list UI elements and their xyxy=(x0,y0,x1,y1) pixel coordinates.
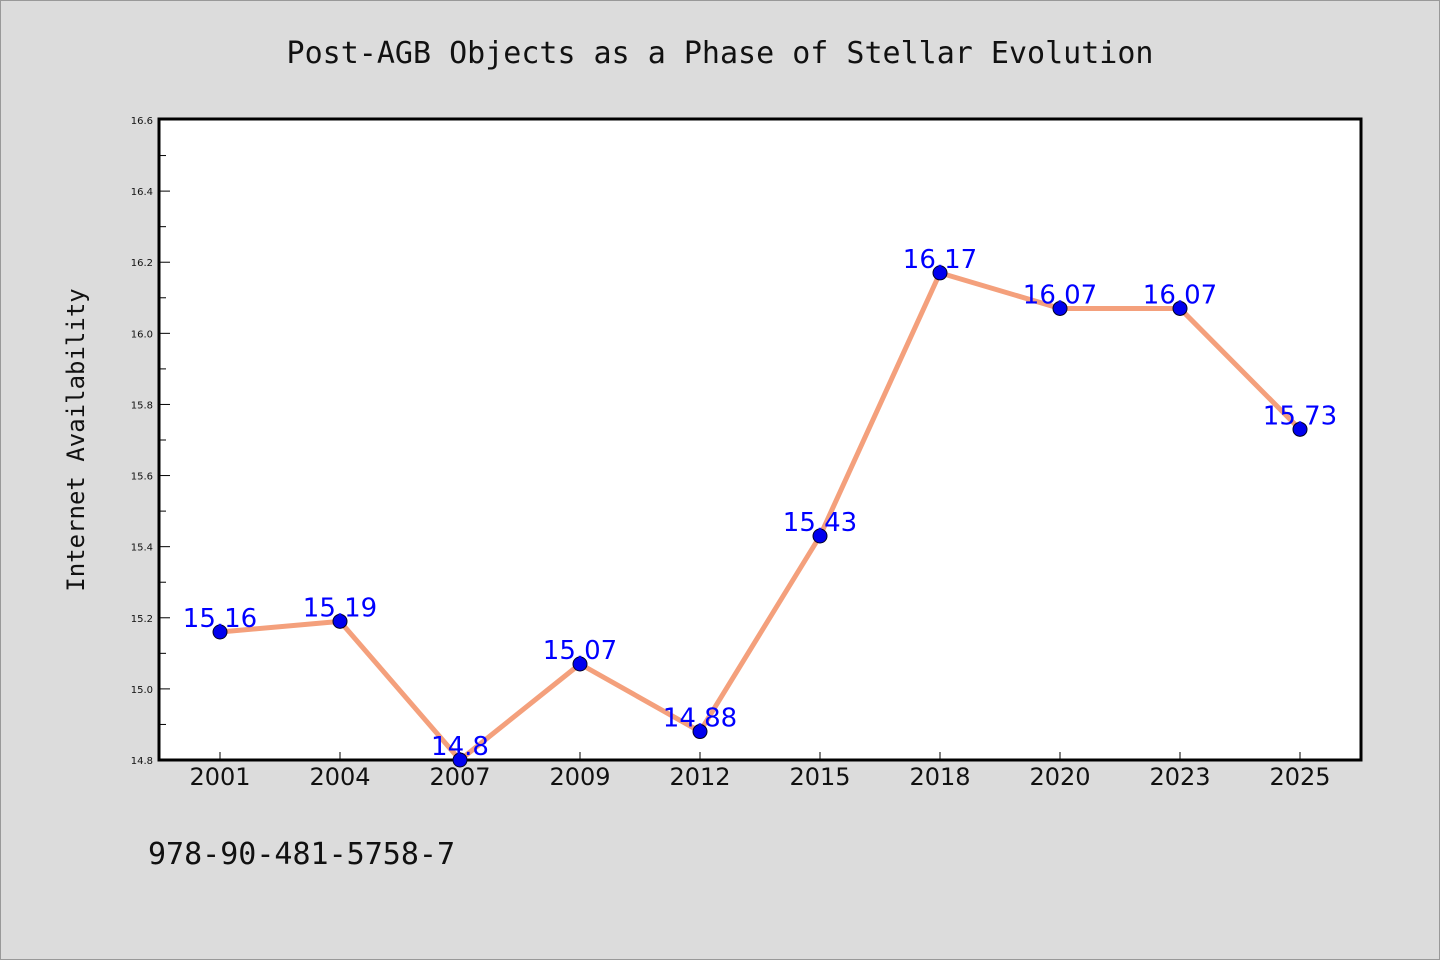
x-tick-label: 2004 xyxy=(309,763,370,791)
y-tick-label: 15.8 xyxy=(131,400,153,411)
data-point xyxy=(572,656,588,672)
data-point xyxy=(1172,300,1188,316)
x-axis: 2001 2004 2007 2009 2012 2015 2018 2020 2023 2025 xyxy=(189,752,1331,791)
data-label: 15.43 xyxy=(783,508,857,538)
data-point xyxy=(1052,300,1068,316)
y-tick-label: 15.2 xyxy=(131,614,153,625)
data-point xyxy=(1292,421,1308,437)
data-point xyxy=(692,724,708,740)
x-tick-label: 2009 xyxy=(549,763,610,791)
data-point xyxy=(452,752,468,768)
y-tick-label: 16.6 xyxy=(131,116,153,127)
y-tick-label: 15.4 xyxy=(131,543,153,554)
y-axis: 14.8 15.0 15.2 15.4 15.6 15.8 16.0 16.2 16.4 16.6 xyxy=(131,116,170,767)
x-tick-label: 2023 xyxy=(1149,763,1210,791)
y-tick-label: 14.8 xyxy=(131,756,153,767)
y-tick-label: 15.6 xyxy=(131,472,153,483)
series-line xyxy=(217,270,1303,763)
x-tick-label: 2007 xyxy=(429,763,490,791)
data-point xyxy=(932,265,948,281)
data-label: 15.73 xyxy=(1263,401,1337,431)
x-tick-label: 2001 xyxy=(189,763,250,791)
isbn-text: 978-90-481-5758-7 xyxy=(148,837,455,872)
data-label: 16.17 xyxy=(903,245,977,275)
y-tick-label: 16.0 xyxy=(131,329,153,340)
x-tick-label: 2015 xyxy=(789,763,850,791)
data-label: 15.16 xyxy=(183,604,257,634)
data-label: 16.07 xyxy=(1143,280,1217,310)
data-point xyxy=(332,613,348,629)
y-tick-label: 15.0 xyxy=(131,685,153,696)
plot-area xyxy=(157,117,1363,762)
data-label: 16.07 xyxy=(1023,280,1097,310)
y-tick-label: 16.4 xyxy=(131,187,153,198)
data-label: 14.88 xyxy=(663,704,737,734)
chart-title: Post-AGB Objects as a Phase of Stellar E… xyxy=(287,36,1154,71)
x-tick-label: 2012 xyxy=(669,763,730,791)
data-labels: 15.16 15.19 14.8 15.07 14.88 15.43 16.17 16.07 1… xyxy=(183,245,1337,762)
data-markers xyxy=(212,265,1308,768)
x-tick-label: 2025 xyxy=(1269,763,1330,791)
data-label: 15.07 xyxy=(543,636,617,666)
data-label: 14.8 xyxy=(431,732,489,762)
x-tick-label: 2020 xyxy=(1029,763,1090,791)
data-label: 15.19 xyxy=(303,593,377,623)
y-axis-label: Internet Availability xyxy=(62,288,90,591)
data-point xyxy=(212,624,228,640)
x-tick-label: 2018 xyxy=(909,763,970,791)
y-tick-label: 16.2 xyxy=(131,258,153,269)
data-point xyxy=(812,528,828,544)
